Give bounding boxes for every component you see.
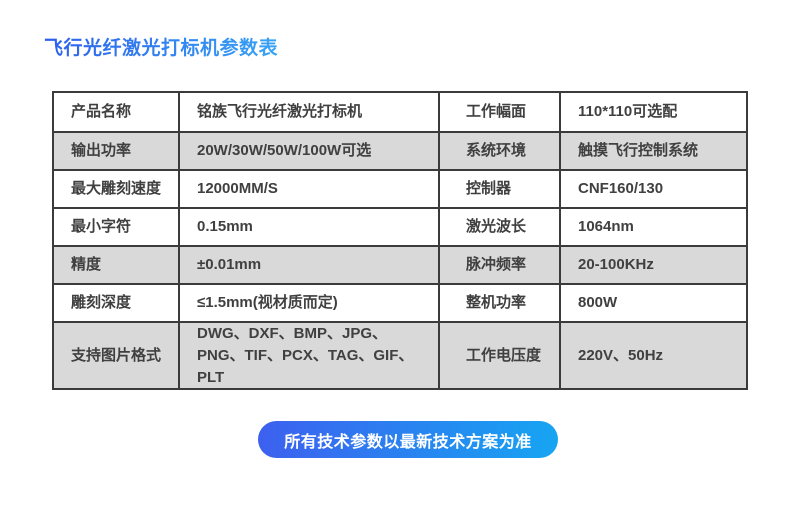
spec-label-cell: 雕刻深度	[52, 283, 180, 323]
spec-table-body: 产品名称 铭族飞行光纤激光打标机 工作幅面 110*110可选配 输出功率 20W/30W…	[52, 91, 748, 391]
table-row: 支持图片格式 DWG、DXF、BMP、JPG、PNG、TIF、PCX、TAG、GI…	[52, 320, 748, 391]
spec-value-cell: 1064nm	[559, 207, 748, 247]
spec-label-cell: 精度	[52, 245, 180, 285]
spec-label-cell: 最小字符	[52, 207, 180, 247]
spec-value-cell: 220V、50Hz	[559, 320, 748, 391]
spec-label-cell: 控制器	[438, 169, 561, 209]
spec-label-cell: 整机功率	[438, 283, 561, 323]
footer-note-pill: 所有技术参数以最新技术方案为准	[258, 421, 558, 458]
spec-value-cell: CNF160/130	[559, 169, 748, 209]
spec-value-cell: ≤1.5mm(视材质而定)	[178, 283, 440, 323]
page-title: 飞行光纤激光打标机参数表	[44, 33, 278, 60]
spec-label-cell: 脉冲频率	[438, 245, 561, 285]
table-row: 精度 ±0.01mm 脉冲频率 20-100KHz	[52, 245, 748, 285]
spec-value-cell: 110*110可选配	[559, 91, 748, 133]
spec-value-cell: 触摸飞行控制系统	[559, 131, 748, 171]
footer-note-text: 所有技术参数以最新技术方案为准	[284, 433, 532, 451]
spec-label-cell: 最大雕刻速度	[52, 169, 180, 209]
spec-value-cell: 铭族飞行光纤激光打标机	[178, 91, 440, 133]
spec-value-cell: 0.15mm	[178, 207, 440, 247]
spec-value-cell: 20W/30W/50W/100W可选	[178, 131, 440, 171]
spec-label-cell: 工作电压度	[438, 320, 561, 391]
spec-label-cell: 产品名称	[52, 91, 180, 133]
table-row: 雕刻深度 ≤1.5mm(视材质而定) 整机功率 800W	[52, 283, 748, 323]
spec-value-cell: DWG、DXF、BMP、JPG、PNG、TIF、PCX、TAG、GIF、PLT	[178, 320, 440, 391]
spec-label-cell: 激光波长	[438, 207, 561, 247]
spec-label-cell: 系统环境	[438, 131, 561, 171]
spec-label-cell: 输出功率	[52, 131, 180, 171]
table-row: 最小字符 0.15mm 激光波长 1064nm	[52, 207, 748, 247]
spec-label-cell: 工作幅面	[438, 91, 561, 133]
spec-value-cell: 800W	[559, 283, 748, 323]
table-row: 产品名称 铭族飞行光纤激光打标机 工作幅面 110*110可选配	[52, 91, 748, 133]
spec-value-cell: 12000MM/S	[178, 169, 440, 209]
spec-value-cell: 20-100KHz	[559, 245, 748, 285]
spec-value-cell: ±0.01mm	[178, 245, 440, 285]
table-row: 最大雕刻速度 12000MM/S 控制器 CNF160/130	[52, 169, 748, 209]
spec-table: 产品名称 铭族飞行光纤激光打标机 工作幅面 110*110可选配 输出功率 20W/30W…	[52, 91, 748, 391]
spec-label-cell: 支持图片格式	[52, 320, 180, 391]
table-row: 输出功率 20W/30W/50W/100W可选 系统环境 触摸飞行控制系统	[52, 131, 748, 171]
